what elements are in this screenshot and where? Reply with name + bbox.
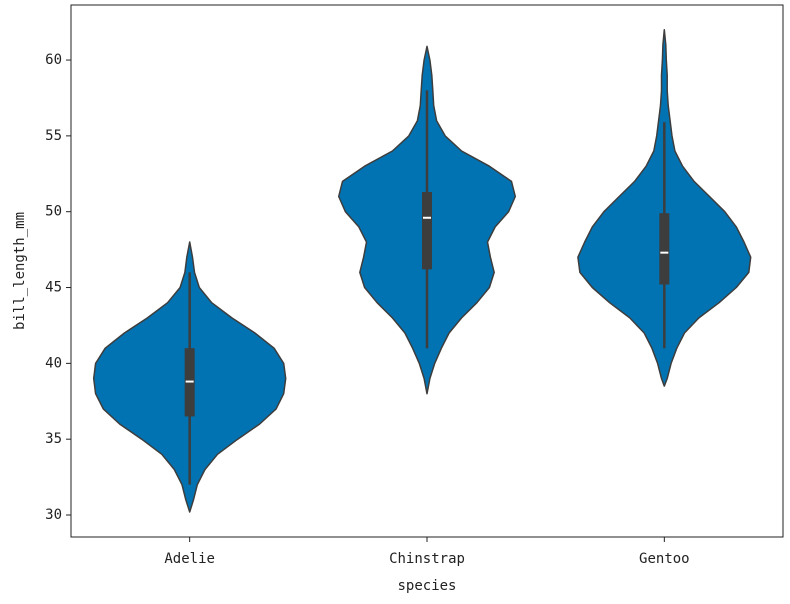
x-tick-label: Chinstrap [389, 551, 465, 567]
y-axis-label: bill_length_mm [12, 212, 28, 330]
y-tick-label: 40 [45, 355, 62, 371]
box [422, 191, 432, 270]
y-tick-label: 30 [45, 507, 62, 523]
y-tick-label: 50 [45, 204, 62, 220]
y-tick-label: 35 [45, 431, 62, 447]
x-tick-label: Gentoo [639, 551, 690, 567]
y-tick-label: 45 [45, 280, 62, 296]
y-tick-label: 60 [45, 52, 62, 68]
x-axis-label: species [397, 578, 456, 594]
y-tick-label: 55 [45, 128, 62, 144]
plot-frame [70, 4, 784, 538]
box [659, 213, 670, 285]
x-tick-label: Adelie [164, 551, 215, 567]
